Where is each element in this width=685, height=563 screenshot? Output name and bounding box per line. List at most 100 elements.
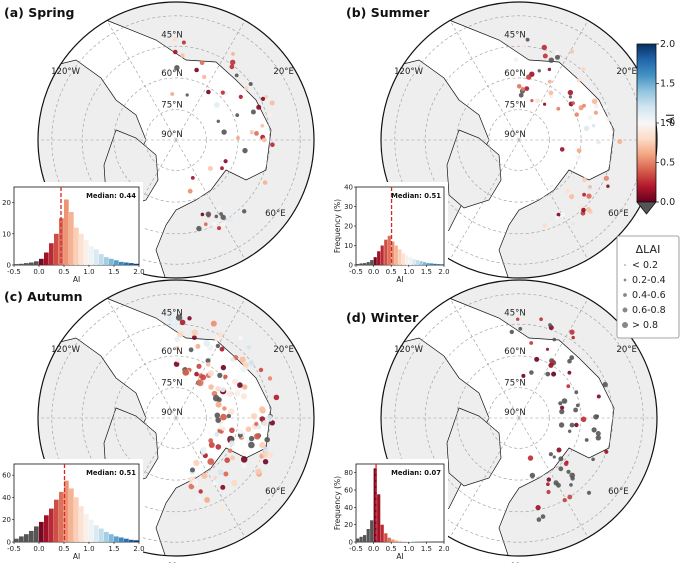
data-point — [583, 125, 590, 132]
histogram-bar — [119, 261, 124, 265]
data-point — [603, 175, 610, 181]
x-axis-label: AI — [73, 275, 80, 284]
data-point — [593, 103, 599, 109]
histogram-bar — [29, 530, 34, 542]
histogram-bar — [29, 262, 34, 265]
size-legend-label: 0.6-0.8 — [632, 305, 666, 316]
data-point — [230, 59, 236, 65]
latitude-label: 60°N — [161, 347, 182, 357]
data-point — [182, 369, 189, 376]
data-point — [573, 407, 578, 413]
data-point — [193, 459, 200, 466]
longitude-label: 60°E — [265, 487, 285, 497]
land-greenland — [446, 407, 502, 487]
histogram-bar — [119, 537, 124, 542]
data-point — [174, 65, 180, 71]
histogram-inset: Median: 0.44-0.50.00.51.01.52.0AI01020Fr… — [0, 182, 145, 284]
data-point — [174, 336, 181, 343]
x-tick-label: 2.0 — [438, 268, 449, 276]
data-point — [198, 489, 203, 494]
y-tick-label: 10 — [344, 242, 353, 250]
histogram-bar — [387, 235, 391, 266]
histogram-bar — [440, 264, 444, 265]
histogram-bar — [59, 491, 64, 542]
data-point — [541, 44, 547, 51]
histogram-bar — [104, 257, 109, 265]
histogram-bar — [391, 539, 395, 542]
histogram-bar — [89, 246, 94, 265]
data-point — [268, 112, 273, 118]
data-point — [188, 347, 194, 353]
histogram-bar — [394, 245, 398, 265]
data-point — [238, 335, 244, 341]
longitude-label: 20°E — [616, 345, 636, 355]
data-point — [524, 86, 530, 91]
data-point — [194, 67, 199, 73]
histogram-bar — [99, 254, 104, 265]
data-point — [566, 384, 571, 389]
data-point — [555, 54, 560, 60]
data-point — [582, 177, 587, 183]
data-point — [571, 101, 575, 105]
data-point — [237, 429, 244, 435]
data-point — [255, 460, 260, 466]
data-point — [266, 414, 273, 422]
data-point — [571, 222, 575, 226]
data-point — [206, 89, 211, 95]
data-point — [256, 424, 262, 430]
data-point — [580, 416, 587, 423]
data-point — [569, 49, 575, 54]
data-point — [230, 455, 235, 461]
data-point — [215, 476, 222, 484]
data-point — [204, 497, 211, 503]
data-point — [172, 36, 178, 42]
data-point — [250, 109, 256, 115]
data-point — [244, 86, 249, 91]
x-tick-label: 0.5 — [58, 268, 69, 276]
data-point — [548, 362, 554, 368]
data-point — [171, 316, 177, 322]
colorbar-tick-label: 0.0 — [660, 197, 675, 208]
data-point — [569, 194, 575, 200]
data-point — [248, 435, 255, 442]
size-legend-marker — [624, 264, 626, 266]
y-tick-label: 0 — [7, 539, 11, 547]
latitude-label: 45°N — [504, 30, 525, 40]
median-label: Median: 0.51 — [391, 192, 441, 200]
x-tick-label: 2.0 — [133, 545, 144, 553]
histogram-bar — [64, 480, 69, 542]
histogram-bar — [34, 526, 39, 542]
data-point — [205, 358, 211, 364]
histogram-bar — [109, 534, 114, 542]
histogram-bar — [359, 263, 363, 265]
data-point — [513, 57, 519, 62]
histogram-bar — [129, 539, 134, 542]
x-axis-label: AI — [396, 552, 403, 561]
data-point — [255, 468, 262, 475]
data-point — [196, 225, 202, 232]
histogram-bar — [54, 233, 59, 265]
data-point — [581, 67, 586, 72]
data-point — [190, 467, 195, 473]
panels: (a) Spring 45°N 60°N 75°N 90°N 120°W 20°E 60°E 0… — [0, 1, 658, 563]
data-point — [208, 384, 214, 390]
histogram-bar — [99, 528, 104, 542]
data-point — [227, 216, 233, 223]
data-point — [558, 401, 563, 406]
map-border — [380, 279, 658, 557]
data-point — [214, 102, 220, 108]
data-point — [556, 212, 561, 217]
data-point — [187, 316, 192, 321]
data-point — [170, 321, 177, 328]
data-point — [254, 131, 259, 136]
meridian-line — [175, 417, 246, 538]
data-point — [227, 390, 234, 397]
data-point — [529, 472, 536, 479]
land-eurasia — [105, 2, 314, 278]
data-point — [547, 67, 552, 72]
data-point — [543, 102, 547, 106]
data-point — [537, 69, 541, 73]
data-point — [576, 154, 582, 160]
meridian-line — [175, 139, 246, 260]
data-point — [556, 482, 561, 488]
